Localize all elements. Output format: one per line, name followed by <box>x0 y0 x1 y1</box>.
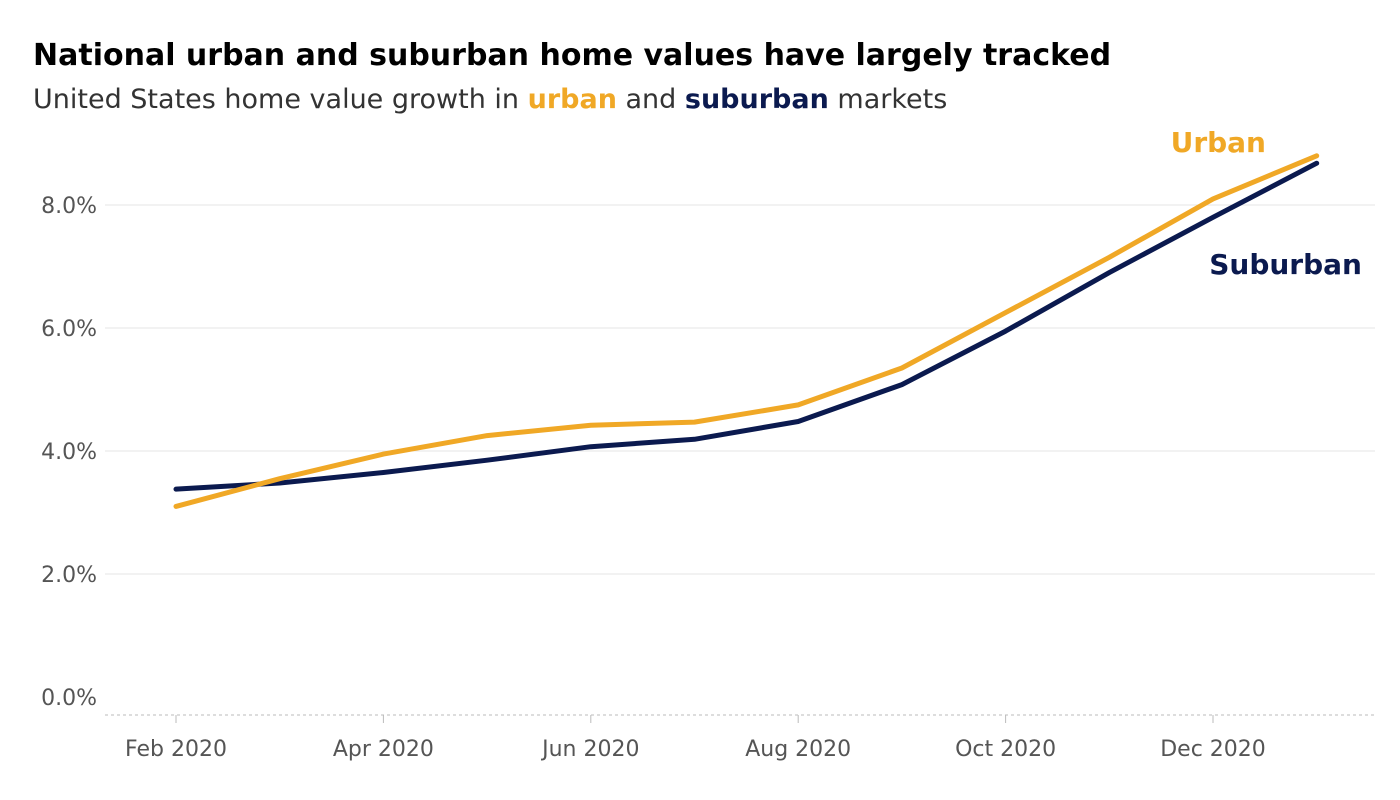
x-axis-tick-labels: Feb 2020 Apr 2020 Jun 2020 Aug 2020 Oct 2020… <box>125 737 1266 762</box>
x-tick-label: Aug 2020 <box>745 737 851 762</box>
chart-subtitle: United States home value growth in urban… <box>33 84 947 115</box>
series-line-urban <box>173 153 1320 509</box>
y-tick-label: 0.0% <box>41 686 97 711</box>
x-tick-label: Jun 2020 <box>540 737 639 762</box>
y-tick-label: 8.0% <box>41 194 97 219</box>
series-label-urban: Urban <box>1171 126 1266 159</box>
subtitle-prefix: United States home value growth in <box>33 84 528 115</box>
series-label-suburban: Suburban <box>1209 248 1362 281</box>
series-labels: Urban Suburban <box>1171 126 1362 281</box>
series-lines <box>173 153 1320 509</box>
y-tick-label: 4.0% <box>41 440 97 465</box>
y-tick-label: 2.0% <box>41 563 97 588</box>
series-line-suburban <box>173 160 1320 492</box>
subtitle-middle: and <box>616 84 685 115</box>
x-axis <box>105 714 1375 723</box>
x-tick-label: Oct 2020 <box>955 737 1056 762</box>
x-tick-label: Apr 2020 <box>333 737 434 762</box>
subtitle-suburban-word: suburban <box>684 84 829 115</box>
y-axis-tick-labels: 0.0% 2.0% 4.0% 6.0% 8.0% <box>41 194 97 711</box>
x-tick-label: Dec 2020 <box>1160 737 1266 762</box>
chart-title: National urban and suburban home values … <box>33 38 1112 73</box>
subtitle-suffix: markets <box>828 84 948 115</box>
subtitle-urban-word: urban <box>527 84 617 115</box>
x-tick-label: Feb 2020 <box>125 737 227 762</box>
gridlines <box>105 204 1375 575</box>
y-tick-label: 6.0% <box>41 317 97 342</box>
